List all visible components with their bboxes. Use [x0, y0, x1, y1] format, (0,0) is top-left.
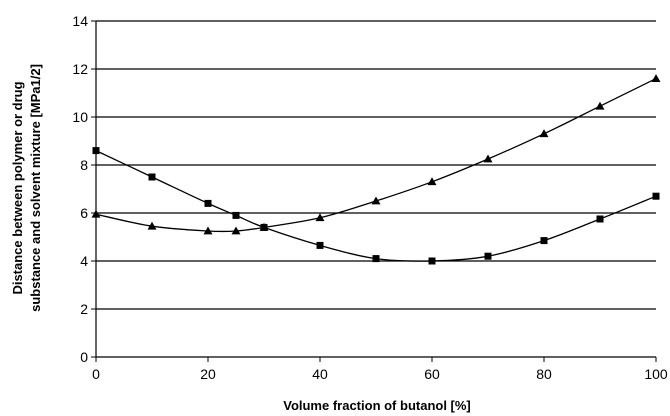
- series-line-2: [95, 78, 657, 233]
- data-point-square: [316, 241, 324, 249]
- data-point-square: [92, 147, 100, 155]
- y-tick-label: 2: [80, 301, 88, 317]
- data-point-triangle: [91, 209, 101, 218]
- x-tick-label: 80: [536, 366, 552, 382]
- series-layer: [95, 78, 657, 262]
- data-point-triangle: [231, 226, 241, 235]
- data-point-square: [148, 173, 156, 181]
- data-point-triangle: [427, 177, 437, 186]
- series-line-1: [95, 150, 657, 262]
- markers: [91, 74, 661, 265]
- data-point-square: [652, 192, 660, 200]
- data-point-square: [484, 252, 492, 260]
- data-point-triangle: [203, 226, 213, 235]
- x-tick-label: 0: [92, 366, 100, 382]
- data-point-square: [204, 199, 212, 207]
- x-tick-label: 20: [200, 366, 216, 382]
- y-axis-title-line-1: Distance between polymer or drug: [10, 81, 25, 294]
- data-point-square: [232, 211, 240, 219]
- data-point-square: [596, 215, 604, 223]
- data-point-triangle: [651, 74, 661, 82]
- gridlines: [96, 20, 656, 310]
- data-point-triangle: [595, 101, 605, 110]
- x-tick-label: 60: [424, 366, 440, 382]
- y-tick-label: 8: [80, 157, 88, 173]
- axes: [91, 20, 657, 362]
- data-point-triangle: [483, 154, 493, 163]
- data-point-square: [372, 255, 380, 263]
- y-tick-label: 12: [72, 61, 88, 77]
- x-axis-title: Volume fraction of butanol [%]: [283, 398, 471, 413]
- y-tick-label: 6: [80, 205, 88, 221]
- data-point-square: [540, 237, 548, 245]
- data-point-triangle: [539, 129, 549, 138]
- tick-labels: 0 2 4 6 8 10 12 14 0 20 40 60 80 100: [72, 13, 667, 382]
- data-point-triangle: [147, 221, 157, 230]
- data-point-triangle: [259, 222, 269, 231]
- y-tick-label: 4: [80, 253, 88, 269]
- x-tick-label: 40: [312, 366, 328, 382]
- x-tick-label: 100: [644, 366, 668, 382]
- y-axis-title-line-2: substance and solvent mixture [MPa1/2]: [28, 64, 43, 312]
- data-point-triangle: [371, 196, 381, 205]
- data-point-square: [428, 257, 436, 265]
- y-tick-label: 0: [80, 349, 88, 365]
- y-tick-label: 10: [72, 109, 88, 125]
- data-point-triangle: [315, 213, 325, 222]
- y-tick-label: 14: [72, 13, 88, 29]
